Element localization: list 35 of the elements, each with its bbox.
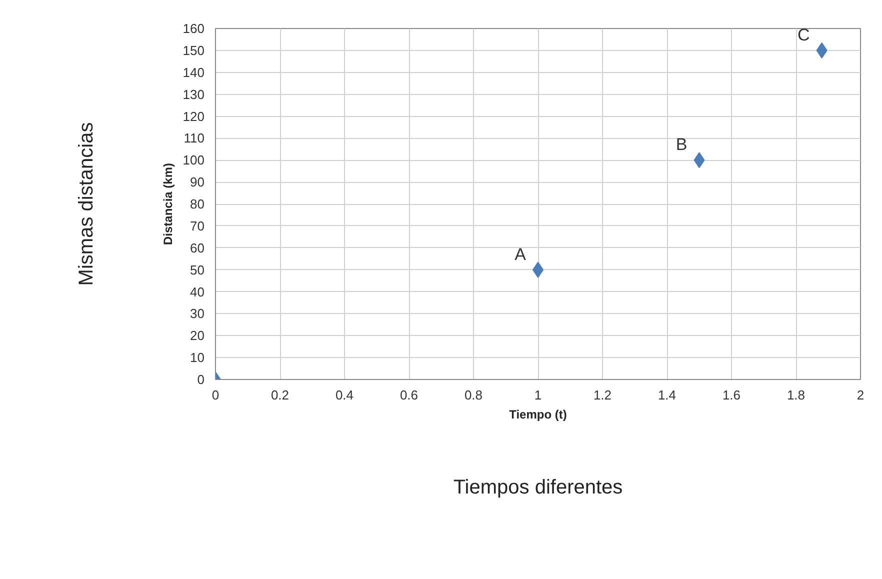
y-tick-label: 80 [190, 196, 205, 212]
y-tick-label: 40 [190, 284, 205, 300]
x-tick-label: 2 [856, 388, 864, 402]
x-tick-label: 0.2 [270, 388, 290, 402]
x-tick-label: 0.6 [400, 388, 418, 402]
y-tick-label: 130 [182, 86, 205, 102]
y-tick-label: 120 [182, 108, 205, 124]
y-tick-label: 20 [190, 328, 205, 344]
y-tick-label: 160 [182, 21, 205, 36]
text: Tiempos diferentes [453, 476, 623, 498]
x-tick-label: 1.6 [722, 388, 741, 402]
y-tick-label: 30 [190, 306, 205, 322]
x-axis-title: Tiempo (t) [509, 408, 567, 422]
text: Mismas distancias [76, 122, 98, 286]
annotation: C [798, 25, 810, 44]
x-tick-label: 1.4 [658, 388, 676, 402]
y-tick-label: 60 [190, 240, 205, 256]
x-tick-label: 0 [212, 388, 220, 402]
y-tick-label: 0 [197, 372, 205, 387]
y-tick-label: 110 [184, 130, 205, 146]
x-tick-label: 1.8 [786, 388, 806, 402]
annotation: A [514, 244, 527, 264]
y-tick-label: 90 [190, 174, 205, 190]
y-tick-label: 50 [190, 262, 205, 278]
x-tick-label: 0.4 [335, 388, 354, 402]
x-tick-label: 0.8 [464, 388, 483, 402]
x-tick-label: 1 [534, 388, 542, 402]
y-tick-label: 140 [182, 64, 205, 80]
y-axis-title: Distancia (km) [160, 162, 175, 246]
y-tick-label: 150 [182, 42, 205, 58]
annotation: B [676, 135, 688, 154]
x-tick-label: 1.2 [593, 388, 612, 402]
y-tick-label: 70 [190, 218, 205, 234]
y-tick-label: 10 [190, 350, 205, 366]
y-tick-label: 100 [182, 152, 205, 168]
